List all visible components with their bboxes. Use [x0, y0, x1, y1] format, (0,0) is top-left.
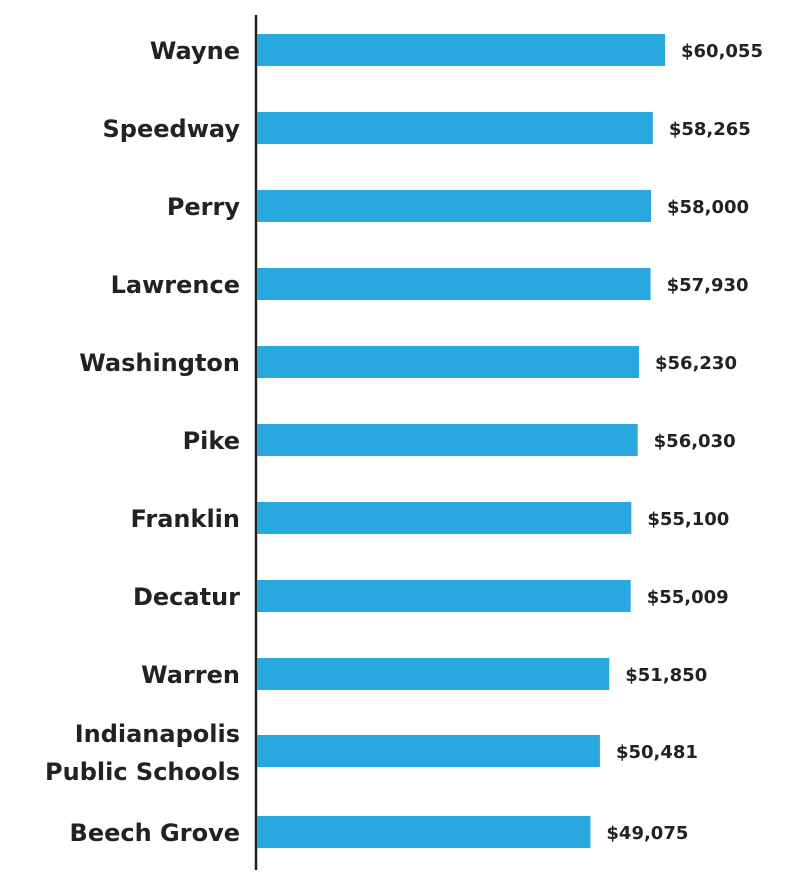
value-label: $58,000	[667, 197, 749, 218]
bar	[257, 816, 591, 848]
bar	[257, 424, 638, 456]
category-label: Warren	[141, 661, 240, 689]
value-label: $56,230	[655, 353, 737, 374]
bar	[257, 658, 610, 690]
value-label: $56,030	[654, 431, 736, 452]
category-label: Perry	[167, 193, 241, 221]
category-label: Franklin	[131, 505, 240, 533]
bar	[257, 502, 632, 534]
category-label: Decatur	[133, 583, 240, 611]
value-label: $55,100	[647, 509, 729, 530]
bar	[257, 346, 640, 378]
bar	[257, 34, 665, 66]
value-label: $50,481	[616, 742, 698, 763]
bar	[257, 112, 653, 144]
category-label: Public Schools	[45, 758, 240, 786]
category-label: Indianapolis	[75, 720, 240, 748]
bar	[257, 268, 651, 300]
category-label: Beech Grove	[70, 819, 240, 847]
value-label: $51,850	[625, 665, 707, 686]
category-label: Wayne	[150, 37, 240, 65]
category-label: Washington	[79, 349, 240, 377]
category-label: Pike	[183, 427, 240, 455]
bar	[257, 735, 600, 767]
value-label: $58,265	[669, 119, 751, 140]
value-label: $55,009	[647, 587, 729, 608]
bar	[257, 190, 652, 222]
value-label: $60,055	[681, 41, 763, 62]
category-label: Lawrence	[111, 271, 240, 299]
bar	[257, 580, 631, 612]
category-label: Speedway	[103, 115, 241, 143]
value-label: $57,930	[667, 275, 749, 296]
value-label: $49,075	[606, 823, 688, 844]
